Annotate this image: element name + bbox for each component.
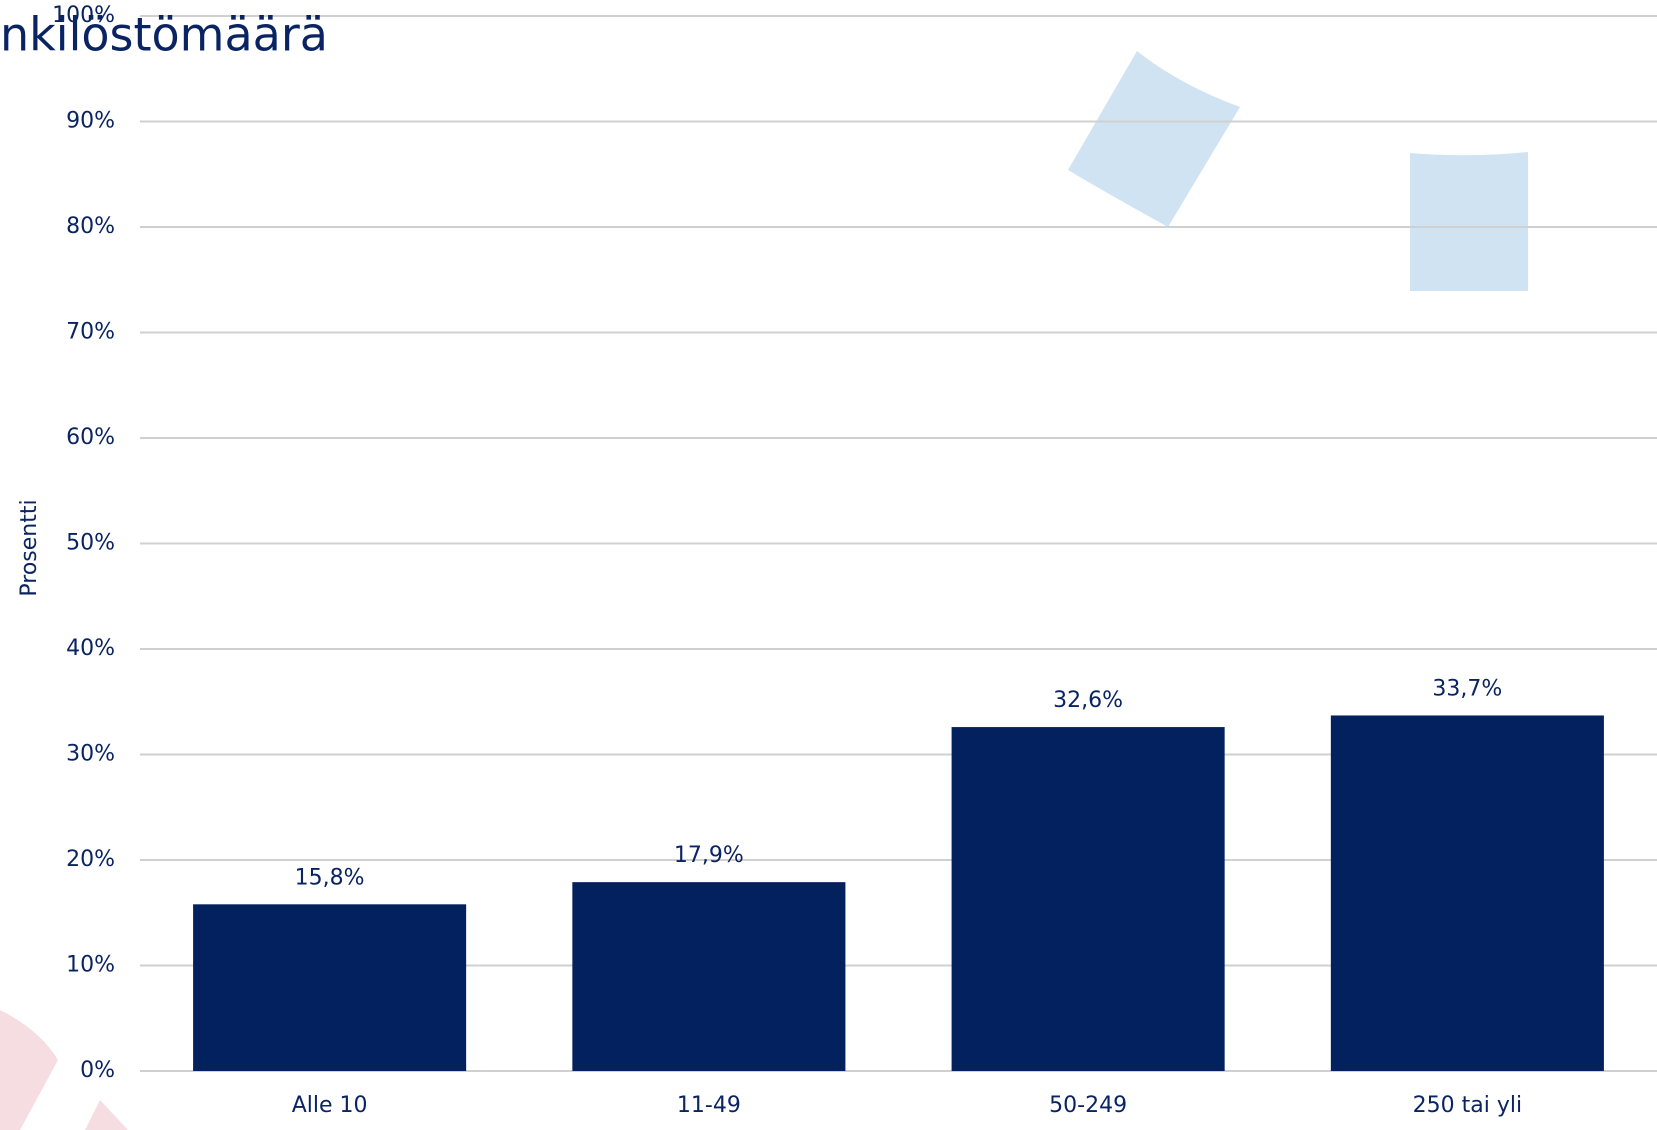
- decoration: [1068, 51, 1240, 227]
- chart: Prosentti 0% 10% 20% 30% 40% 50% 60% 70% 80% 90% 1…: [0, 0, 1657, 1130]
- y-tick-label: 90%: [66, 109, 115, 134]
- bar: [1331, 715, 1604, 1071]
- y-tick-label: 80%: [66, 214, 115, 239]
- chart-title: nkilöstömäärä: [0, 8, 328, 62]
- x-tick-label: 11-49: [677, 1093, 741, 1118]
- y-tick-label: 60%: [66, 425, 115, 450]
- y-tick-label: 40%: [66, 636, 115, 661]
- value-label: 33,7%: [1432, 676, 1502, 701]
- y-tick-label: 30%: [66, 742, 115, 767]
- bar: [572, 882, 845, 1071]
- x-tick-label: 50-249: [1049, 1093, 1127, 1118]
- y-tick-label: 0%: [80, 1058, 115, 1083]
- bar: [952, 727, 1225, 1071]
- decoration: [0, 1010, 58, 1130]
- decoration: [85, 1100, 128, 1130]
- y-tick-label: 20%: [66, 847, 115, 872]
- y-tick-label: 10%: [66, 953, 115, 978]
- value-label: 15,8%: [295, 865, 365, 890]
- x-tick-label: Alle 10: [292, 1093, 368, 1118]
- value-label: 17,9%: [674, 843, 744, 868]
- y-axis-label: Prosentti: [17, 499, 42, 596]
- y-tick-label: 50%: [66, 531, 115, 556]
- decoration: [1410, 152, 1528, 291]
- value-label: 32,6%: [1053, 688, 1123, 713]
- bar: [193, 904, 466, 1071]
- y-tick-label: 70%: [66, 320, 115, 345]
- x-tick-label: 250 tai yli: [1413, 1093, 1522, 1118]
